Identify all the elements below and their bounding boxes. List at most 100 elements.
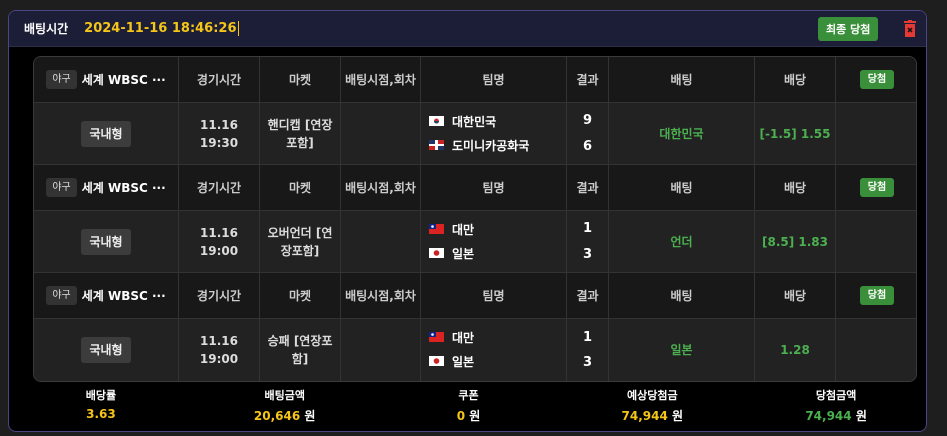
bet-time-value: 2024-11-16 18:46:26 [84, 21, 239, 36]
type-badge: 국내형 [81, 120, 131, 147]
away-score: 3 [582, 355, 593, 370]
pick: 일본 [609, 319, 755, 381]
status-cell: 당첨 [836, 57, 916, 102]
league-name: 세계 WBSC ··· [81, 180, 166, 195]
type-cell: 국내형 [34, 103, 179, 164]
value: 74,944 [621, 409, 668, 423]
bet-header-row: 야구 세계 WBSC ··· 경기시간 마켓 배팅시점,회차 팀명 결과 배팅 배… [34, 57, 916, 103]
sport-badge: 야구 [46, 70, 77, 89]
away-team: 도미니카공화국 [429, 137, 529, 155]
team-name: 일본 [452, 355, 475, 369]
status-badge: 당첨 [859, 178, 895, 197]
flag-icon [429, 329, 444, 347]
home-team: 대한민국 [429, 113, 496, 131]
col-result: 결과 [567, 273, 609, 318]
bet-header-row: 야구 세계 WBSC ··· 경기시간 마켓 배팅시점,회차 팀명 결과 배팅 배… [34, 165, 916, 211]
value: 0 [456, 409, 466, 423]
unit: 원 [855, 409, 867, 423]
label: 배당률 [85, 389, 117, 402]
col-time: 경기시간 [179, 165, 260, 210]
unit: 원 [469, 409, 481, 423]
trash-icon[interactable] [904, 20, 916, 37]
bet-time-label: 배팅시간 [24, 22, 69, 36]
bet-slip-card: 배팅시간 2024-11-16 18:46:26 최종 당첨 야구 세계 WBSC… [8, 10, 927, 432]
game-time: 11.16 19:00 [179, 319, 260, 381]
game-time: 11.16 19:30 [179, 103, 260, 164]
col-point: 배팅시점,회차 [341, 57, 421, 102]
team-name: 대만 [452, 222, 475, 237]
type-cell: 국내형 [34, 211, 179, 272]
col-point: 배팅시점,회차 [341, 165, 421, 210]
away-score: 6 [582, 138, 593, 154]
final-win-button[interactable]: 최종 당첨 [818, 17, 879, 41]
label: 예상당첨금 [626, 389, 678, 402]
league-name: 세계 WBSC ··· [81, 288, 166, 303]
col-odds: 배당 [755, 165, 836, 210]
col-team: 팀명 [421, 273, 567, 318]
col-bet: 배팅 [609, 273, 755, 318]
away-team: 일본 [429, 245, 474, 263]
label: 쿠폰 [458, 389, 479, 402]
empty-cell [836, 103, 916, 164]
col-bet: 배팅 [609, 57, 755, 102]
bet-point [341, 103, 421, 164]
team-name: 도미니카공화국 [452, 138, 530, 153]
league-cell: 야구 세계 WBSC ··· [34, 57, 179, 102]
flag-icon [429, 353, 444, 371]
col-market: 마켓 [260, 273, 341, 318]
status-badge: 당첨 [859, 70, 895, 89]
status-badge: 당첨 [859, 286, 895, 305]
col-market: 마켓 [260, 165, 341, 210]
bet-table: 야구 세계 WBSC ··· 경기시간 마켓 배팅시점,회차 팀명 결과 배팅 배… [33, 56, 917, 382]
home-team: 대만 [429, 329, 474, 347]
empty-cell [836, 319, 916, 381]
col-team: 팀명 [421, 165, 567, 210]
summary-coupon: 쿠폰 0 원 [377, 387, 561, 424]
summary-expected: 예상당첨금 74,944 원 [560, 387, 744, 424]
col-time: 경기시간 [179, 57, 260, 102]
unit: 원 [304, 409, 316, 423]
bet-point [341, 211, 421, 272]
col-result: 결과 [567, 165, 609, 210]
market: 핸디캡 [연장포함] [260, 103, 341, 164]
col-market: 마켓 [260, 57, 341, 102]
teams-cell: 대만 일본 [421, 319, 567, 381]
bet-summary: 배당률 3.63 배팅금액 20,646 원 쿠폰 0 원 예상당첨금 74,944 원… [9, 387, 926, 424]
label: 당첨금액 [815, 389, 857, 402]
sport-badge: 야구 [46, 286, 77, 305]
summary-odds: 배당률 3.63 [9, 387, 193, 424]
pick: 언더 [609, 211, 755, 272]
home-score: 1 [582, 329, 593, 345]
league-name: 세계 WBSC ··· [81, 72, 166, 87]
type-badge: 국내형 [81, 228, 131, 255]
home-team: 대만 [429, 221, 474, 239]
bet-header: 배팅시간 2024-11-16 18:46:26 최종 당첨 [9, 11, 926, 47]
team-name: 일본 [452, 246, 475, 261]
type-cell: 국내형 [34, 319, 179, 381]
col-point: 배팅시점,회차 [341, 273, 421, 318]
empty-cell [836, 211, 916, 272]
flag-icon [429, 245, 444, 263]
odds: [-1.5] 1.55 [755, 103, 836, 164]
value: 20,646 [253, 409, 301, 423]
bet-point [341, 319, 421, 381]
game-time: 11.16 19:00 [179, 211, 260, 272]
bet-row: 국내형 11.16 19:30 핸디캡 [연장포함] 대한민국 도미니카공화국 … [34, 103, 916, 165]
summary-win: 당첨금액 74,944 원 [744, 387, 926, 424]
type-badge: 국내형 [81, 337, 131, 363]
flag-icon [429, 113, 444, 131]
market: 오버언더 [연장포함] [260, 211, 341, 272]
team-name: 대만 [452, 331, 475, 345]
flag-icon [429, 137, 444, 155]
market: 승패 [연장포함] [260, 319, 341, 381]
away-score: 3 [582, 246, 593, 262]
team-name: 대한민국 [452, 114, 497, 129]
league-cell: 야구 세계 WBSC ··· [34, 273, 179, 318]
col-team: 팀명 [421, 57, 567, 102]
teams-cell: 대만 일본 [421, 211, 567, 272]
status-cell: 당첨 [836, 165, 916, 210]
